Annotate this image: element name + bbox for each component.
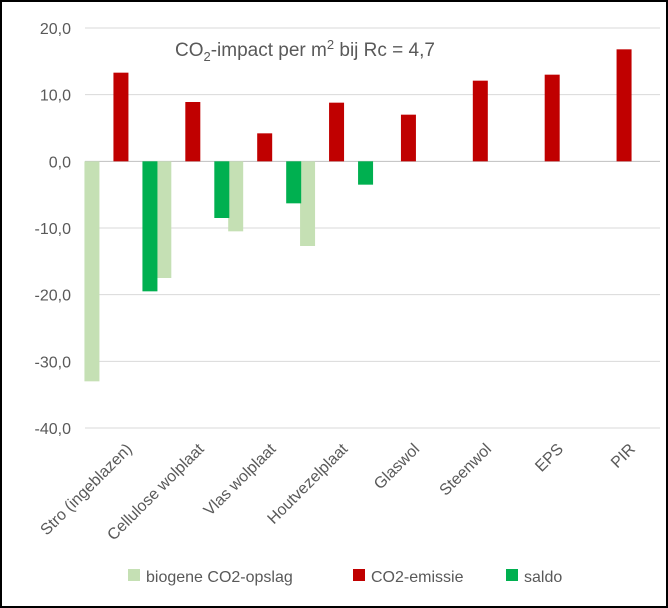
y-tick-label: -30,0 — [35, 354, 72, 371]
y-tick-label: 0,0 — [49, 154, 71, 171]
legend-item: CO2-emissie — [353, 569, 464, 586]
y-tick-label: 10,0 — [40, 88, 71, 105]
legend-swatch — [353, 569, 365, 581]
category-label: Glaswol — [371, 441, 423, 493]
bars — [84, 49, 632, 382]
legend-label: saldo — [524, 569, 562, 586]
bar — [228, 161, 244, 232]
legend: biogene CO2-opslag CO2-emissie saldo — [128, 569, 562, 586]
y-tick-label: 20,0 — [40, 21, 71, 38]
bar — [544, 74, 560, 162]
legend-item: saldo — [506, 569, 562, 586]
y-tick-label: -10,0 — [35, 221, 72, 238]
chart-title: CO2-impact per m2 bij Rc = 4,7 — [175, 37, 435, 64]
category-labels: Stro (ingeblazen)Cellulose wolplaatVlas … — [38, 440, 639, 544]
gridlines — [85, 27, 660, 429]
category-label: Vlas wolplaat — [201, 440, 280, 519]
bar — [214, 161, 230, 218]
bar — [300, 161, 316, 246]
y-axis-tick-labels: 20,0 10,0 0,0 -10,0 -20,0 -30,0 -40,0 — [35, 21, 72, 438]
y-tick-label: -20,0 — [35, 288, 72, 305]
bar — [257, 133, 273, 162]
y-tick-label: -40,0 — [35, 421, 72, 438]
bar — [113, 72, 129, 162]
legend-label: CO2-emissie — [371, 569, 464, 586]
bar — [142, 161, 158, 292]
bar — [329, 102, 345, 162]
legend-item: biogene CO2-opslag — [128, 569, 293, 586]
category-label: EPS — [532, 441, 567, 476]
bar — [616, 49, 632, 162]
bar — [185, 102, 201, 162]
bar — [84, 161, 100, 382]
bar — [286, 161, 302, 204]
bar — [472, 80, 488, 162]
legend-label: biogene CO2-opslag — [146, 569, 293, 586]
bar — [400, 114, 416, 162]
legend-swatch — [128, 569, 140, 581]
category-label: Steenwol — [437, 441, 496, 500]
bar — [156, 161, 172, 278]
category-label: PIR — [608, 441, 639, 472]
bar — [358, 161, 374, 185]
legend-swatch — [506, 569, 518, 581]
